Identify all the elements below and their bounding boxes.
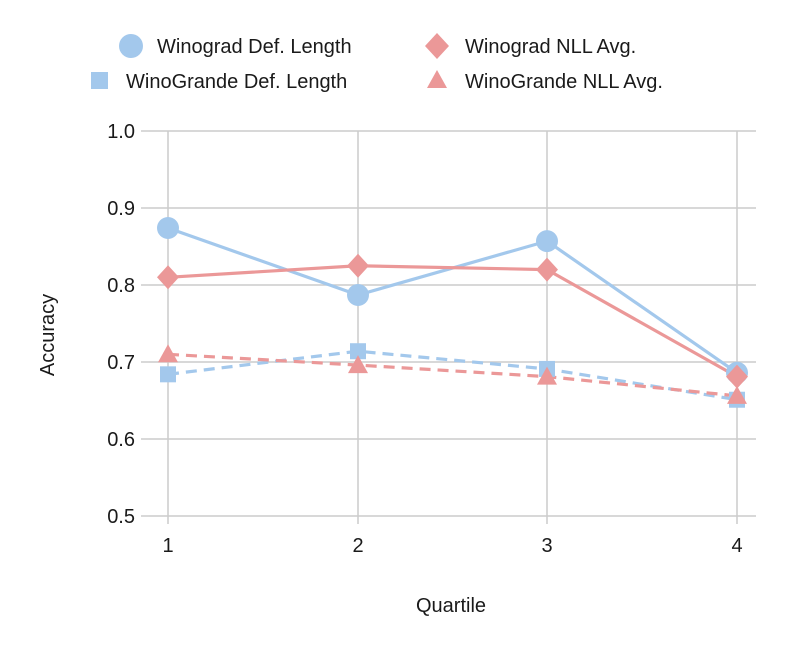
legend-marker-square — [91, 72, 108, 89]
legend-marker-triangle — [427, 70, 447, 88]
legend-label-winogrande-def-length: WinoGrande Def. Length — [126, 71, 347, 93]
y-tick-label: 1.0 — [107, 121, 135, 143]
x-tick-label: 3 — [541, 535, 552, 557]
x-axis-ticks: 1 2 3 4 — [162, 535, 742, 557]
legend-label-winograd-def-length: Winograd Def. Length — [157, 36, 352, 58]
data-point-winogrande-def-length — [160, 366, 176, 383]
data-point-winogrande-nll-avg — [158, 344, 178, 363]
legend-label-winogrande-nll-avg: WinoGrande NLL Avg. — [465, 71, 663, 93]
x-tick-label: 2 — [352, 535, 363, 557]
y-tick-label: 0.7 — [107, 352, 135, 374]
legend-item-winograd-nll-avg: Winograd NLL Avg. — [425, 33, 636, 59]
data-point-winogrande-nll-avg — [348, 355, 368, 374]
data-point-winograd-def-length — [157, 217, 179, 240]
x-tick-label: 1 — [162, 535, 173, 557]
data-point-winogrande-nll-avg — [727, 385, 747, 404]
series-line-winogrande-nll-avg — [167, 352, 738, 398]
data-point-winograd-nll-avg — [726, 364, 748, 389]
series-line-winogrande-def-length — [167, 349, 738, 402]
data-point-winograd-nll-avg — [347, 253, 369, 278]
y-axis-title: Accuracy — [37, 294, 59, 376]
y-tick-label: 0.5 — [107, 506, 135, 528]
series-layer — [157, 217, 748, 408]
grid — [141, 130, 756, 524]
series-line-winograd-def-length — [167, 226, 738, 375]
x-tick-label: 4 — [731, 535, 742, 557]
legend-item-winogrande-nll-avg: WinoGrande NLL Avg. — [427, 70, 663, 93]
data-point-winogrande-nll-avg — [537, 366, 557, 385]
data-point-winograd-nll-avg — [536, 257, 558, 282]
legend-item-winograd-def-length: Winograd Def. Length — [119, 34, 352, 58]
data-point-winogrande-def-length — [350, 343, 366, 360]
legend-marker-diamond — [425, 33, 449, 59]
y-tick-label: 0.6 — [107, 429, 135, 451]
data-point-winograd-def-length — [347, 284, 369, 307]
x-axis-title: Quartile — [416, 595, 486, 617]
data-point-winograd-nll-avg — [157, 265, 179, 290]
y-axis-ticks: 0.5 0.6 0.7 0.8 0.9 1.0 — [107, 121, 135, 528]
y-tick-label: 0.9 — [107, 198, 135, 220]
y-tick-label: 0.8 — [107, 275, 135, 297]
legend: Winograd Def. Length WinoGrande Def. Len… — [91, 33, 663, 93]
legend-item-winogrande-def-length: WinoGrande Def. Length — [91, 71, 347, 93]
legend-marker-circle — [119, 34, 143, 58]
series-line-winograd-nll-avg — [167, 264, 738, 379]
legend-label-winograd-nll-avg: Winograd NLL Avg. — [465, 36, 636, 58]
data-point-winograd-def-length — [536, 230, 558, 253]
